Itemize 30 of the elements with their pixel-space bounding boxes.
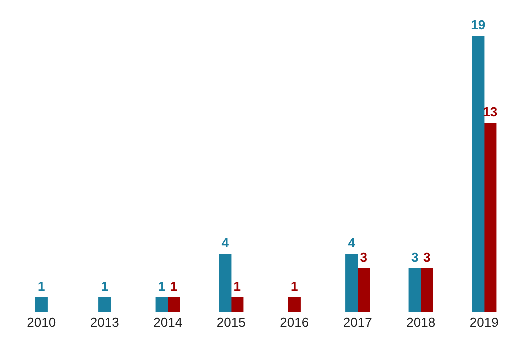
x-tick-label: 2017 [343, 314, 372, 330]
data-label: 4 [348, 235, 356, 250]
bar [346, 254, 358, 312]
data-label: 4 [222, 235, 230, 250]
data-label: 3 [424, 250, 431, 265]
data-label: 19 [471, 18, 486, 33]
bar [156, 298, 168, 312]
x-tick-label: 2010 [27, 314, 56, 330]
data-label: 1 [170, 278, 178, 294]
data-label: 3 [412, 250, 419, 265]
x-tick-label: 2018 [406, 314, 436, 330]
data-label: 3 [360, 250, 368, 265]
bar [472, 36, 485, 312]
x-tick-label: 2013 [90, 314, 120, 330]
bar [420, 268, 434, 312]
bar [484, 123, 497, 312]
bar [358, 268, 370, 312]
bar [219, 254, 232, 312]
data-label: 1 [291, 278, 298, 294]
data-label: 1 [158, 278, 166, 294]
data-label: 1 [234, 278, 241, 294]
bar [231, 298, 244, 312]
x-tick-label: 2015 [216, 314, 246, 330]
x-tick-label: 2019 [470, 314, 499, 330]
x-tick-label: 2014 [154, 314, 183, 330]
x-tick-label: 2016 [280, 314, 310, 330]
bar [168, 298, 180, 312]
bar [408, 268, 422, 312]
data-label: 1 [101, 278, 108, 294]
data-label: 1 [38, 278, 46, 294]
